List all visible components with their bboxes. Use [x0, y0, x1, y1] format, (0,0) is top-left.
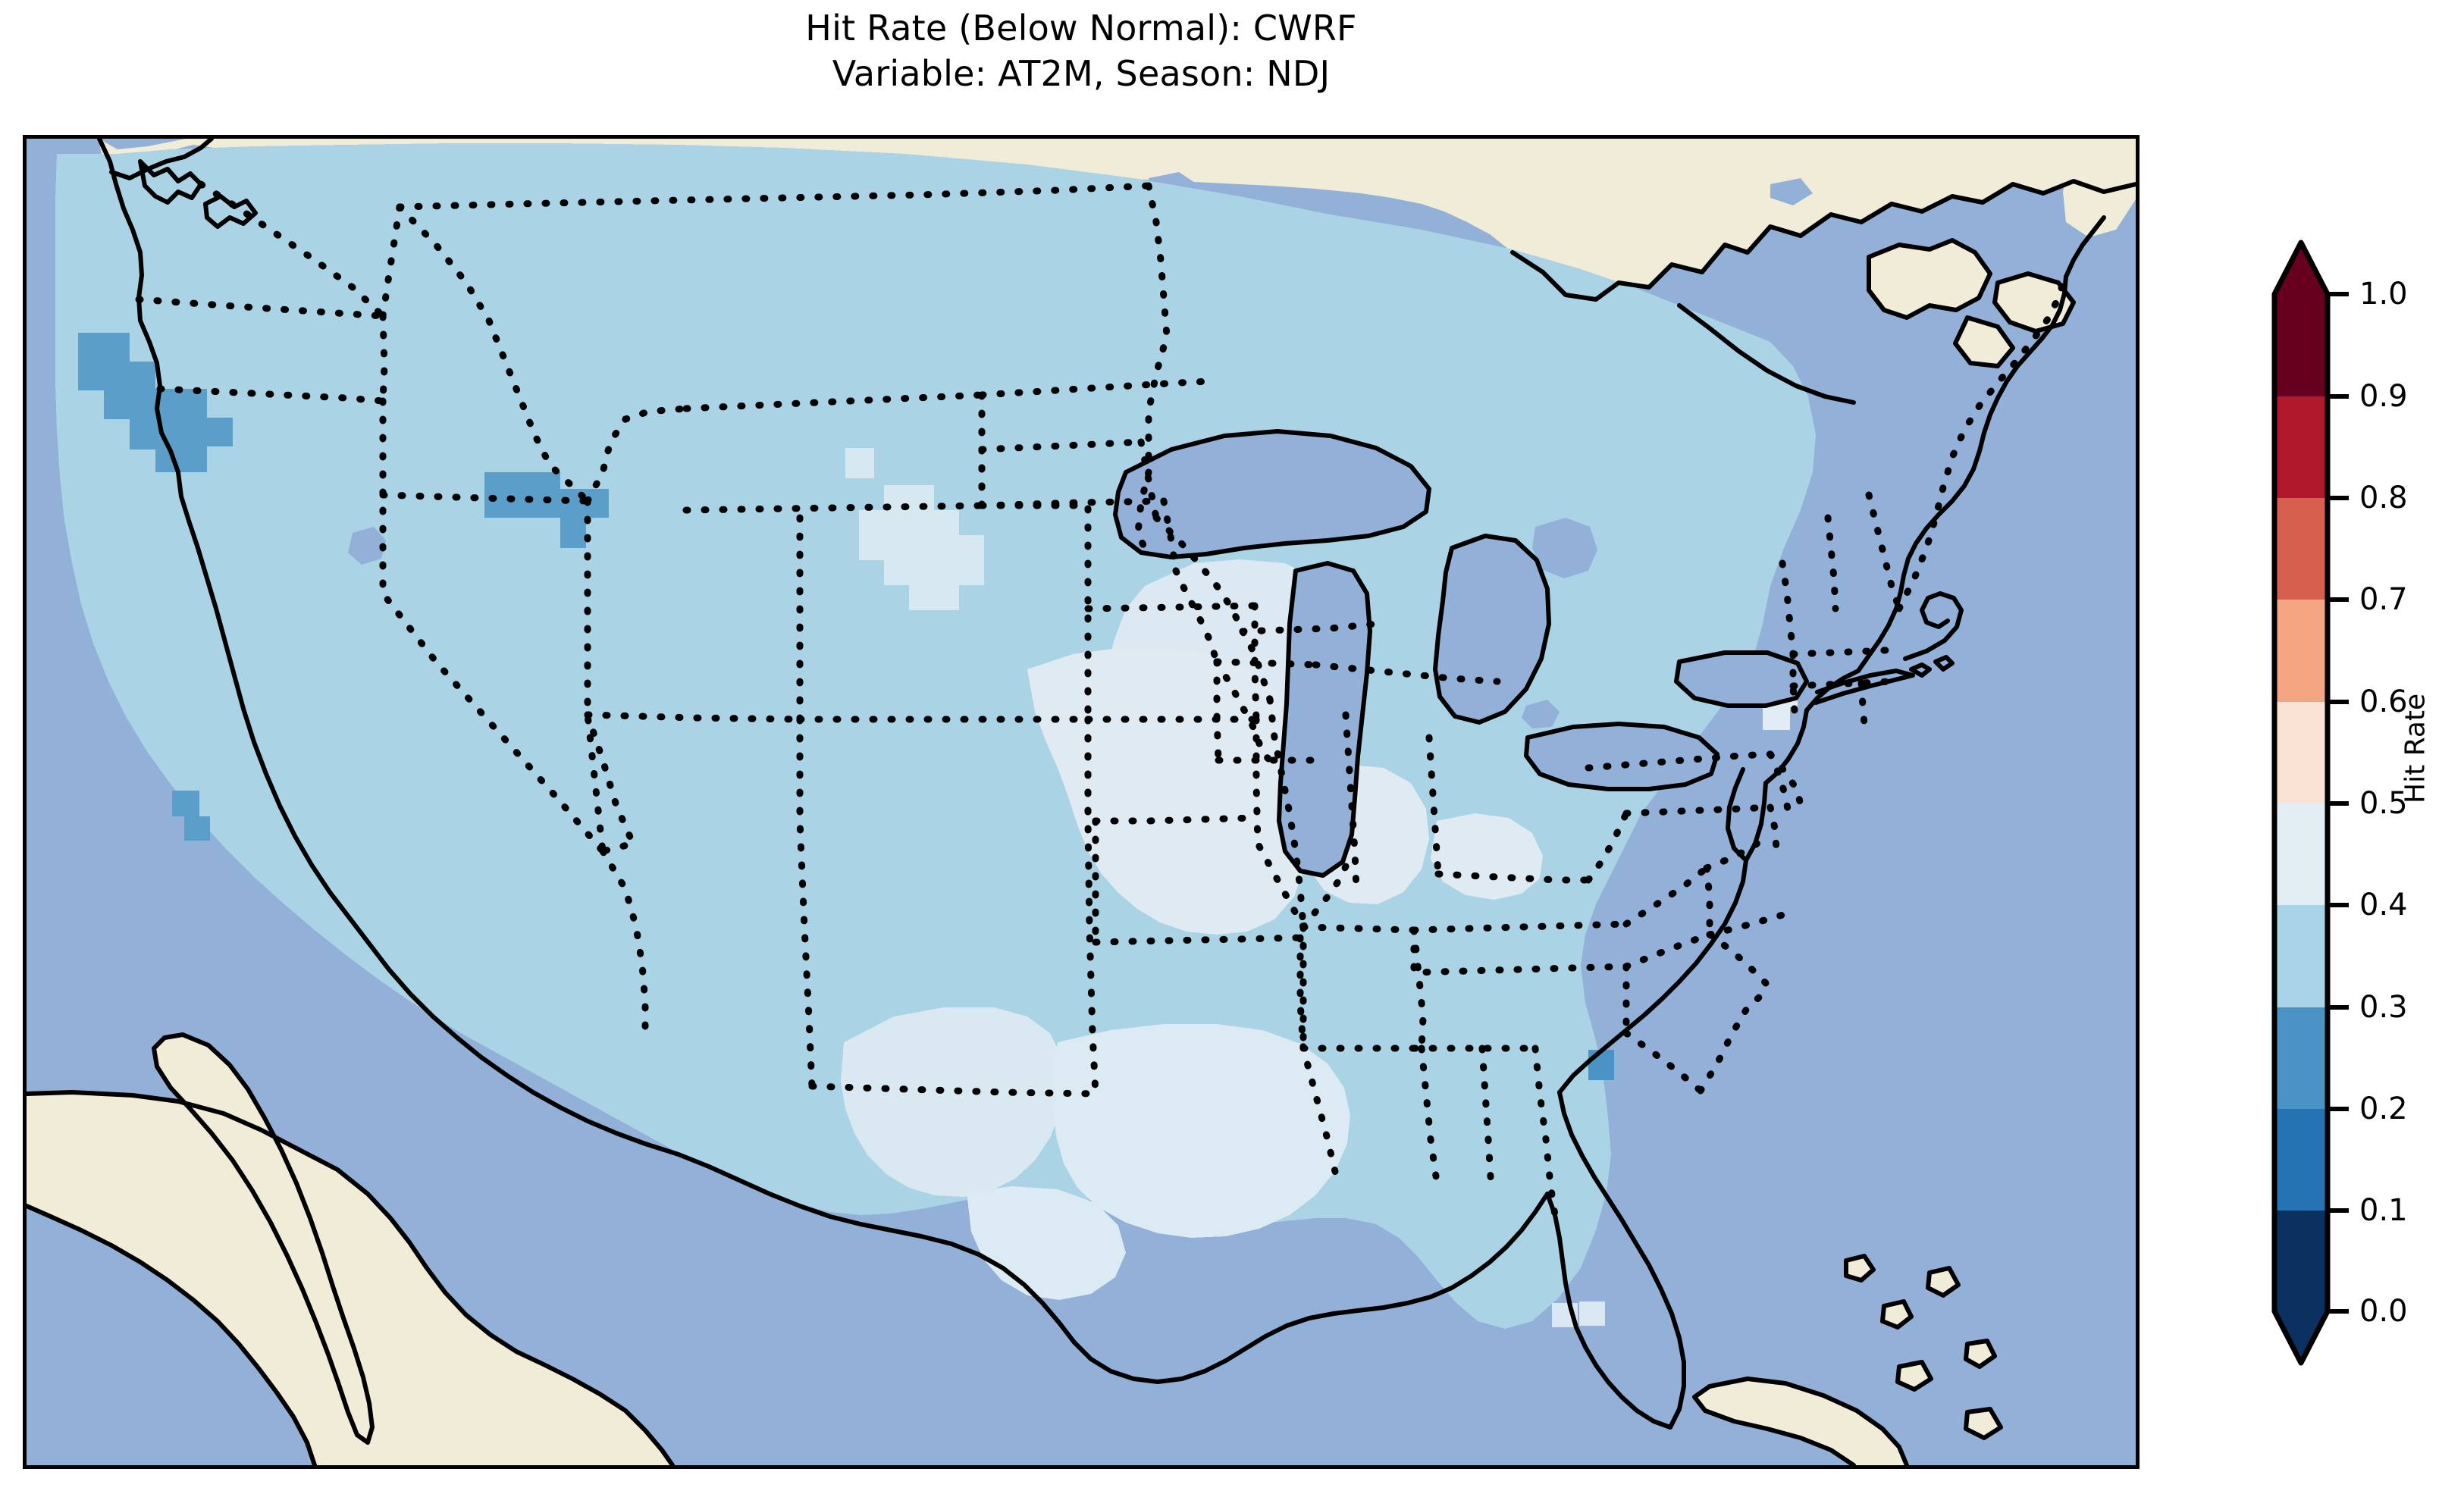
- cb-label-0.0: 0.0: [2359, 1294, 2408, 1329]
- colorbar-swatches: [2271, 240, 2349, 1366]
- colorbar-axis-label: Hit Rate: [2400, 693, 2431, 803]
- cb-band-0.3-0.4: [2274, 905, 2328, 1007]
- cb-band-0.9-1.0: [2274, 294, 2328, 396]
- map-axes: [23, 135, 2140, 1469]
- cb-band-0.0-0.1: [2274, 1211, 2328, 1311]
- cb-label-0.4: 0.4: [2359, 888, 2408, 922]
- great-lakes: [348, 431, 1807, 875]
- colorbar-extend-max: [2274, 243, 2328, 294]
- title-line-1: Hit Rate (Below Normal): CWRF: [805, 8, 1357, 49]
- cb-band-0.6-0.7: [2274, 600, 2328, 702]
- map-plot: [27, 139, 2136, 1465]
- cb-label-0.9: 0.9: [2359, 379, 2408, 414]
- title-line-2: Variable: AT2M, Season: NDJ: [832, 52, 1331, 94]
- cb-label-0.5: 0.5: [2359, 786, 2408, 821]
- colorbar-extend-min: [2274, 1311, 2328, 1363]
- cb-band-0.8-0.9: [2274, 396, 2328, 498]
- cb-band-0.7-0.8: [2274, 498, 2328, 600]
- cb-label-0.1: 0.1: [2359, 1193, 2408, 1228]
- state-boundaries: [135, 180, 2068, 1219]
- figure-title: Hit Rate (Below Normal): CWRF Variable: …: [0, 6, 2162, 97]
- colorbar: 1.0 0.9 0.8 0.7 0.6 0.5 0.4 0.3 0.2 0.1 …: [2267, 227, 2464, 1380]
- colorbar-ticks: [2328, 292, 2349, 1314]
- cb-band-0.5-0.6: [2274, 702, 2328, 803]
- coastline: [27, 139, 2136, 1465]
- cb-band-0.2-0.3: [2274, 1007, 2328, 1109]
- cb-band-0.4-0.5: [2274, 803, 2328, 905]
- cb-label-0.7: 0.7: [2359, 582, 2408, 617]
- cb-band-0.1-0.2: [2274, 1109, 2328, 1211]
- cb-label-0.3: 0.3: [2359, 990, 2408, 1025]
- cb-label-0.8: 0.8: [2359, 481, 2408, 515]
- cb-label-0.2: 0.2: [2359, 1092, 2408, 1126]
- cb-label-1.0: 1.0: [2359, 277, 2408, 312]
- cb-label-0.6: 0.6: [2359, 684, 2408, 719]
